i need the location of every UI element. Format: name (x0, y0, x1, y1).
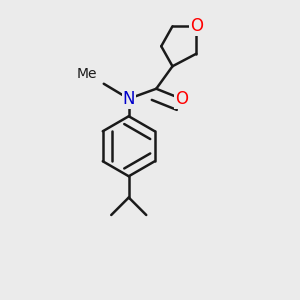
Text: O: O (190, 17, 203, 35)
Text: O: O (175, 90, 188, 108)
Text: N: N (122, 90, 135, 108)
Text: Me: Me (77, 67, 98, 81)
